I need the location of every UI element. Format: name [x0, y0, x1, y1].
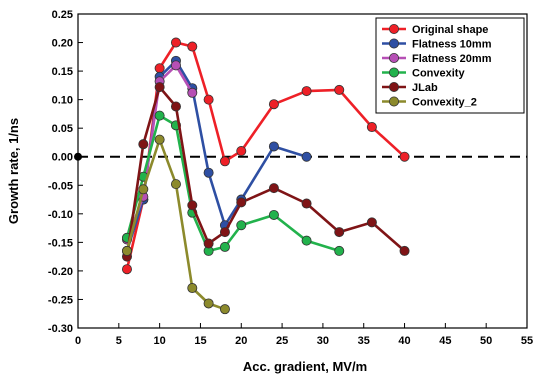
legend-box	[375, 17, 525, 114]
data-point	[399, 245, 410, 256]
y-tick-label: -0.20	[48, 266, 73, 278]
legend-swatch-marker	[388, 96, 399, 107]
legend-entry: Original shape	[382, 23, 488, 36]
data-point	[138, 184, 149, 195]
data-point	[187, 283, 198, 294]
data-point	[203, 238, 214, 249]
data-point	[219, 304, 230, 315]
y-tick-label: 0.20	[52, 38, 73, 50]
series-group	[121, 37, 410, 315]
data-point	[203, 298, 214, 309]
legend-label: Convexity	[412, 68, 465, 80]
series-convexity-2	[121, 134, 230, 315]
legend-label: Convexity_2	[412, 97, 477, 109]
data-point	[301, 86, 312, 97]
y-tick-label: -0.10	[48, 209, 73, 221]
x-tick-label: 35	[358, 335, 370, 347]
data-point	[301, 198, 312, 209]
y-tick-label: 0.10	[52, 95, 73, 107]
legend-swatch-marker	[388, 23, 399, 34]
legend-swatch-marker	[388, 38, 399, 49]
y-tick-label: -0.05	[48, 180, 73, 192]
x-tick-label: 55	[521, 335, 533, 347]
y-tick-label: -0.25	[48, 294, 73, 306]
data-point	[187, 200, 198, 211]
data-point	[187, 41, 198, 52]
legend-entry: JLab	[382, 82, 438, 94]
data-point	[236, 146, 247, 157]
data-point	[121, 264, 132, 275]
data-point	[366, 217, 377, 228]
data-point	[219, 227, 230, 238]
data-point	[170, 101, 181, 112]
y-tick-label: 0.15	[52, 66, 73, 78]
data-point	[236, 220, 247, 231]
data-point	[236, 197, 247, 208]
data-point	[334, 245, 345, 256]
legend-label: Flatness 10mm	[412, 39, 492, 51]
data-point	[301, 235, 312, 246]
x-axis-title: Acc. gradient, MV/m	[243, 359, 367, 374]
series-jlab	[121, 82, 410, 262]
data-point	[187, 87, 198, 98]
legend: Original shape Flatness 10mm Flatness 20mm…	[375, 17, 525, 114]
data-point	[268, 99, 279, 110]
data-point	[366, 122, 377, 133]
data-point	[334, 84, 345, 95]
legend-swatch-marker	[388, 82, 399, 93]
y-axis-title: Growth rate, 1/ns	[6, 118, 21, 224]
legend-label: Original shape	[412, 24, 488, 36]
data-point	[138, 139, 149, 150]
series-convexity	[121, 110, 345, 256]
data-point	[334, 227, 345, 238]
data-point	[121, 245, 132, 256]
data-point	[268, 183, 279, 194]
legend-entry: Flatness 20mm	[382, 53, 492, 65]
x-tick-label: 30	[317, 335, 329, 347]
x-tick-label: 0	[75, 335, 81, 347]
x-tick-label: 10	[154, 335, 166, 347]
data-point	[170, 37, 181, 48]
x-tick-label: 45	[439, 335, 451, 347]
data-point	[154, 110, 165, 121]
x-tick-label: 50	[480, 335, 492, 347]
legend-label: JLab	[412, 82, 438, 94]
data-point	[268, 209, 279, 220]
plot-frame	[77, 13, 528, 329]
legend-label: Flatness 20mm	[412, 53, 492, 65]
x-tick-label: 25	[276, 335, 288, 347]
x-tick-label: 15	[194, 335, 206, 347]
data-point	[170, 179, 181, 190]
y-tick-label: 0.00	[52, 152, 73, 164]
y-tick-label: -0.15	[48, 237, 73, 249]
y-tick-label: 0.05	[52, 123, 73, 135]
data-point	[154, 134, 165, 145]
y-tick-label: -0.30	[48, 323, 73, 335]
axes: -0.30 -0.25 -0.20 -0.15 -0.10 -0.05 0.00 0.05 0.…	[48, 9, 533, 347]
data-point	[203, 167, 214, 178]
legend-entry: Flatness 10mm	[382, 39, 492, 51]
data-point	[301, 151, 312, 162]
x-tick-label: 20	[235, 335, 247, 347]
x-tick-label: 40	[398, 335, 410, 347]
legend-entry: Convexity	[382, 68, 465, 80]
legend-entry: Convexity_2	[382, 97, 477, 109]
data-point	[154, 63, 165, 74]
legend-swatch-marker	[388, 67, 399, 78]
data-point	[268, 141, 279, 152]
legend-swatch-marker	[388, 53, 399, 64]
data-point	[203, 94, 214, 105]
data-point	[219, 156, 230, 167]
x-tick-label: 5	[116, 335, 122, 347]
data-point	[399, 151, 410, 162]
y-tick-label: 0.25	[52, 9, 73, 21]
data-point	[219, 241, 230, 252]
data-point	[170, 60, 181, 71]
data-point	[154, 82, 165, 93]
